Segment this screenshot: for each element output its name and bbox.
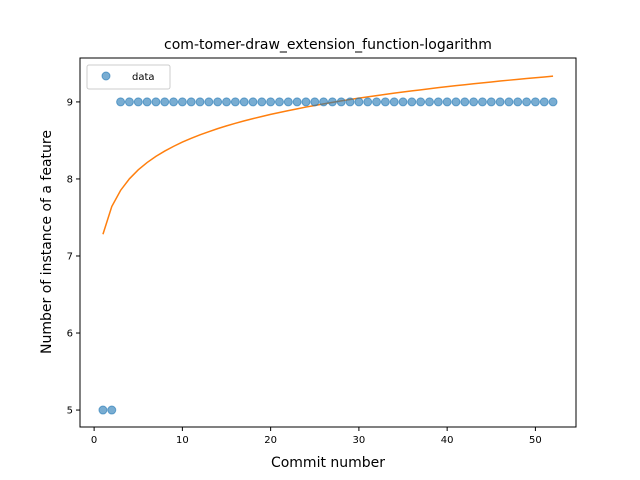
data-point — [124, 97, 134, 107]
data-point — [116, 97, 126, 107]
data-point — [98, 405, 108, 415]
legend-marker-data — [101, 71, 111, 81]
data-point — [151, 97, 161, 107]
data-point — [283, 97, 293, 107]
y-tick-label: 9 — [67, 97, 73, 108]
data-point — [354, 97, 364, 107]
data-point — [274, 97, 284, 107]
data-point — [433, 97, 443, 107]
data-point — [266, 97, 276, 107]
data-points-layer — [98, 97, 558, 415]
data-point — [160, 97, 170, 107]
data-point — [407, 97, 417, 107]
data-point — [310, 97, 320, 107]
fit-line — [102, 75, 554, 235]
data-point — [495, 97, 505, 107]
data-point — [257, 97, 267, 107]
data-point — [513, 97, 523, 107]
data-point — [142, 97, 152, 107]
data-point — [504, 97, 514, 107]
y-tick-label: 8 — [67, 174, 73, 185]
data-point — [169, 97, 179, 107]
data-point — [469, 97, 479, 107]
data-point — [336, 97, 346, 107]
data-point — [389, 97, 399, 107]
data-point — [398, 97, 408, 107]
x-tick-label: 20 — [264, 435, 277, 446]
y-ticks: 5 6 7 8 9 — [67, 97, 80, 417]
data-point — [345, 97, 355, 107]
legend-box — [86, 64, 171, 90]
x-tick-label: 0 — [91, 435, 97, 446]
x-tick-label: 10 — [176, 435, 189, 446]
data-point — [416, 97, 426, 107]
chart-title: com-tomer-draw_extension_function-logari… — [164, 37, 492, 53]
data-point — [248, 97, 258, 107]
data-point — [230, 97, 240, 107]
legend-label-data: data — [132, 72, 155, 83]
data-point — [424, 97, 434, 107]
data-point — [213, 97, 223, 107]
data-point — [460, 97, 470, 107]
data-point — [363, 97, 373, 107]
data-point — [486, 97, 496, 107]
y-axis-label: Number of instance of a feature — [39, 130, 55, 354]
x-ticks: 0 10 20 30 40 50 — [91, 427, 542, 446]
x-tick-label: 30 — [353, 435, 366, 446]
data-point — [319, 97, 329, 107]
data-point — [539, 97, 549, 107]
y-tick-label: 7 — [67, 251, 73, 262]
legend: data — [86, 64, 171, 90]
data-point — [548, 97, 558, 107]
data-point — [292, 97, 302, 107]
x-axis-label: Commit number — [271, 455, 385, 471]
data-point — [522, 97, 532, 107]
x-tick-label: 40 — [441, 435, 454, 446]
x-tick-label: 50 — [529, 435, 542, 446]
y-tick-label: 5 — [67, 406, 73, 417]
data-point — [477, 97, 487, 107]
data-point — [451, 97, 461, 107]
data-point — [380, 97, 390, 107]
data-point — [186, 97, 196, 107]
data-point — [327, 97, 337, 107]
data-point — [133, 97, 143, 107]
data-point — [204, 97, 214, 107]
data-point — [301, 97, 311, 107]
data-point — [442, 97, 452, 107]
data-point — [239, 97, 249, 107]
fit-line-layer — [102, 75, 554, 235]
data-point — [530, 97, 540, 107]
plot-area-frame — [79, 57, 577, 428]
data-point — [177, 97, 187, 107]
data-point — [195, 97, 205, 107]
data-point — [372, 97, 382, 107]
data-point — [107, 405, 117, 415]
data-point — [222, 97, 232, 107]
y-tick-label: 6 — [67, 329, 73, 340]
